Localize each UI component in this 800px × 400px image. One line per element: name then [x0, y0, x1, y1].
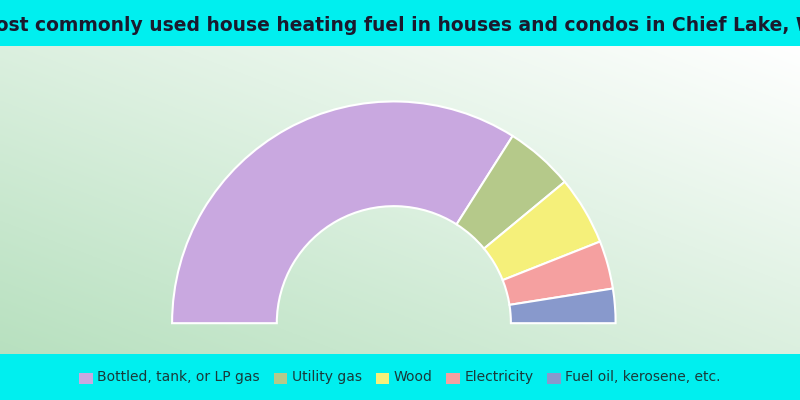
Wedge shape: [172, 102, 513, 323]
Wedge shape: [502, 242, 613, 305]
Wedge shape: [484, 182, 600, 280]
Text: Most commonly used house heating fuel in houses and condos in Chief Lake, WI: Most commonly used house heating fuel in…: [0, 16, 800, 35]
Wedge shape: [457, 136, 565, 248]
Wedge shape: [510, 288, 615, 323]
Legend: Bottled, tank, or LP gas, Utility gas, Wood, Electricity, Fuel oil, kerosene, et: Bottled, tank, or LP gas, Utility gas, W…: [74, 364, 726, 390]
